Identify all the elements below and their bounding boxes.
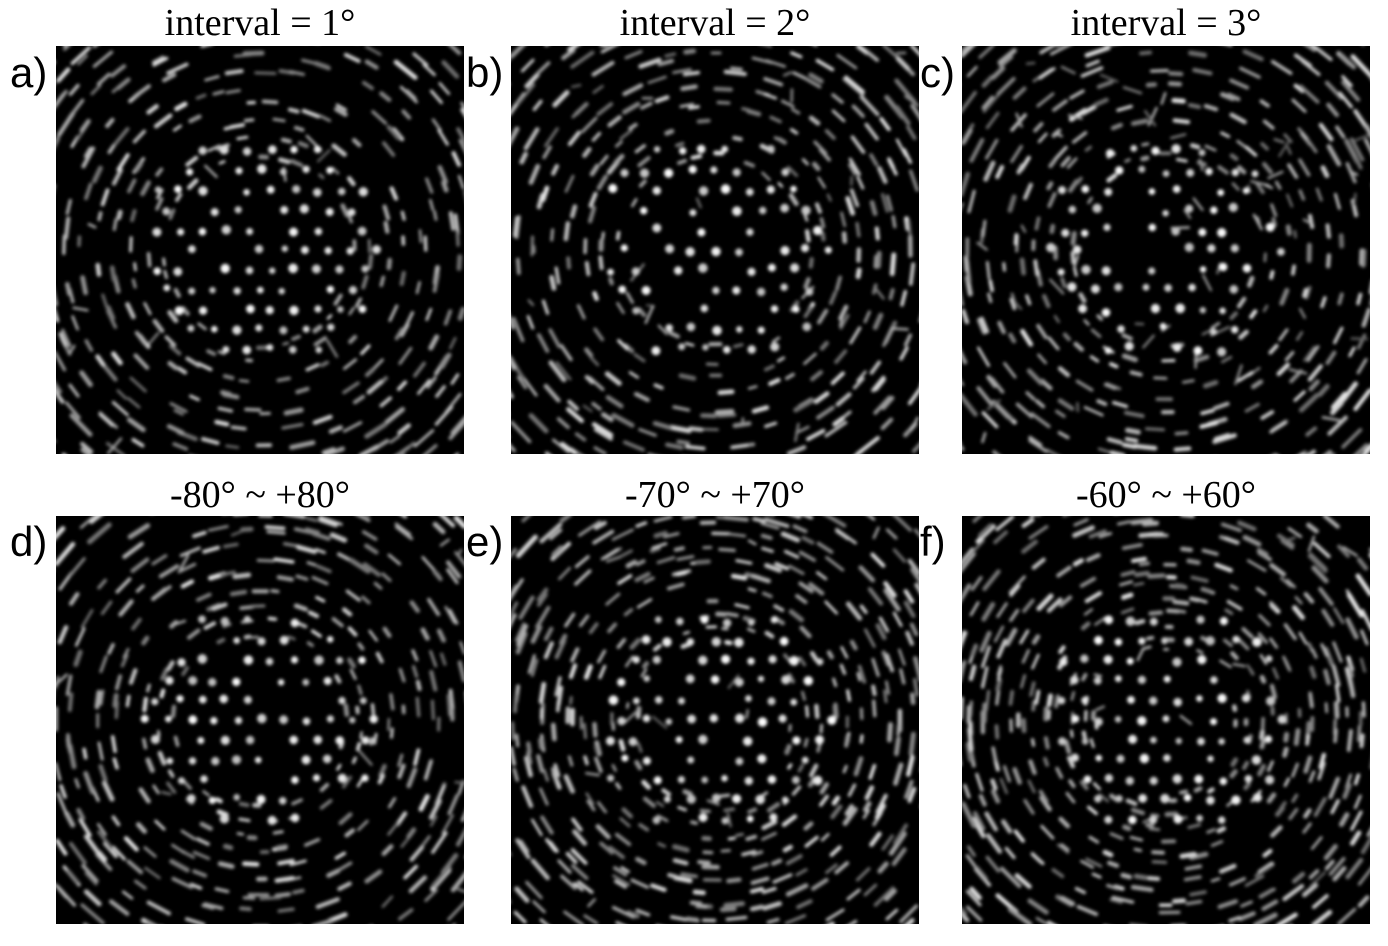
panel-d-title: -80° ~ +80° <box>169 474 351 516</box>
panel-c-image <box>962 46 1370 454</box>
reconstruction-image <box>962 46 1370 454</box>
panel-f-label: f) <box>920 518 946 565</box>
panel-b-title: interval = 2° <box>619 2 811 44</box>
panel-e-title: -70° ~ +70° <box>624 474 806 516</box>
panel-a-image <box>56 46 464 454</box>
panel-f-image <box>962 516 1370 924</box>
panel-d-label: d) <box>10 518 48 565</box>
panel-b-label: b) <box>466 49 504 96</box>
reconstruction-image <box>511 46 919 454</box>
panel-c-title: interval = 3° <box>1070 2 1262 44</box>
panel-a-title: interval = 1° <box>164 2 356 44</box>
panel-f-title: -60° ~ +60° <box>1075 474 1257 516</box>
panel-a-label: a) <box>10 49 48 96</box>
panel-b-image <box>511 46 919 454</box>
reconstruction-image <box>962 516 1370 924</box>
panel-d-image <box>56 516 464 924</box>
reconstruction-image <box>56 516 464 924</box>
reconstruction-image <box>511 516 919 924</box>
reconstruction-image <box>56 46 464 454</box>
panel-e-label: e) <box>466 518 504 565</box>
panel-e-image <box>511 516 919 924</box>
panel-c-label: c) <box>920 49 955 96</box>
